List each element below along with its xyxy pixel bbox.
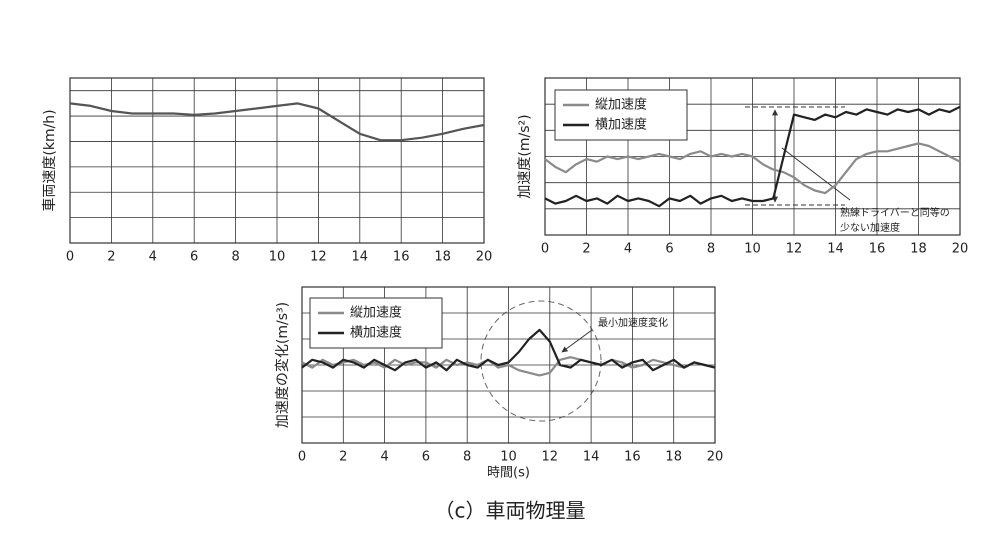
legend-box [554,89,688,141]
series-line [544,142,961,195]
legend-box [309,297,443,349]
legend-label: 横加速度 [595,117,647,133]
x-tick-label: 16 [393,250,410,265]
series-line [301,328,716,372]
y-axis-label: 車両速度(km/h) [41,109,58,211]
x-tick-label: 12 [310,250,327,265]
x-tick-label: 6 [665,242,673,257]
legend-label: 横加速度 [350,325,402,341]
x-tick-label: 0 [298,450,306,465]
x-tick-label: 14 [827,242,844,257]
plot-frame [301,286,716,444]
x-tick-label: 8 [707,242,715,257]
series-line [69,102,485,142]
x-tick-label: 12 [542,450,559,465]
x-tick-label: 0 [541,242,549,257]
x-tick-label: 18 [665,450,682,465]
x-tick-label: 20 [476,250,493,265]
x-tick-label: 8 [231,250,239,265]
legend-label: 縦加速度 [350,305,402,321]
annotation-arrow [561,329,593,353]
caption: （c）車両物理量 [435,499,586,523]
leader-line [781,147,851,201]
legend-label: 縦加速度 [595,97,647,113]
x-tick-label: 4 [380,450,388,465]
x-tick-label: 6 [422,450,430,465]
x-tick-label: 2 [107,250,115,265]
highlight-circle [480,300,602,422]
x-tick-label: 0 [66,250,74,265]
x-axis-label: 時間(s) [487,466,530,481]
annotation: 熟練ドライバーと同等の [840,206,950,219]
x-tick-label: 10 [744,242,761,257]
x-tick-label: 10 [500,450,517,465]
plot-frame [69,77,485,244]
y-axis-label: 加速度の変化(m/s³) [274,302,291,428]
x-tick-label: 8 [463,450,471,465]
x-tick-label: 10 [269,250,286,265]
x-tick-label: 12 [786,242,803,257]
x-tick-label: 18 [434,250,451,265]
annotation: 少ない加速度 [840,221,900,234]
series-line [544,105,961,208]
x-tick-label: 4 [149,250,157,265]
x-tick-label: 4 [624,242,632,257]
x-tick-label: 2 [582,242,590,257]
x-tick-label: 14 [352,250,369,265]
x-tick-label: 2 [339,450,347,465]
x-tick-label: 6 [190,250,198,265]
x-tick-label: 20 [952,242,969,257]
x-tick-label: 14 [583,450,600,465]
x-tick-label: 20 [707,450,724,465]
x-tick-label: 16 [624,450,641,465]
plot-frame [544,77,961,236]
annotation: 最小加速度変化 [598,316,668,329]
x-tick-label: 16 [869,242,886,257]
x-tick-label: 18 [910,242,927,257]
y-axis-label: 加速度(m/s²) [517,114,533,198]
